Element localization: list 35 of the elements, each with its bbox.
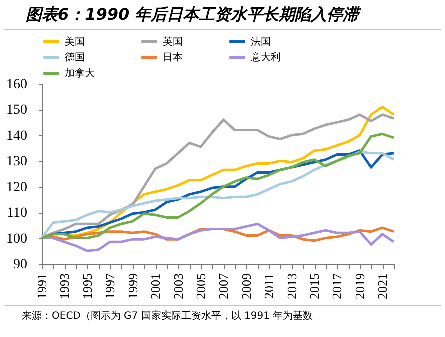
line-series xyxy=(40,222,396,252)
y-tick-label: 150 xyxy=(6,103,28,118)
x-tick-label: 2017 xyxy=(330,273,345,300)
x-tick-label: 1991 xyxy=(34,274,50,300)
x-tick-label: 2013 xyxy=(284,274,300,300)
legend-label: 德国 xyxy=(65,52,85,64)
x-tick-label: 2003 xyxy=(170,274,186,300)
x-tick-label: 2009 xyxy=(238,274,254,300)
x-tick-label: 1993 xyxy=(57,274,72,300)
legend-label: 法国 xyxy=(251,36,271,48)
x-tick-label: 2005 xyxy=(193,274,208,300)
y-tick-label: 140 xyxy=(6,128,28,144)
legend-label: 英国 xyxy=(163,36,183,48)
legend-label: 意大利 xyxy=(250,52,281,64)
y-tick-label: 120 xyxy=(6,180,28,196)
y-tick-label: 130 xyxy=(6,154,28,170)
line-series xyxy=(40,132,396,240)
x-tick-label: 1997 xyxy=(102,273,118,300)
x-tick-label: 2011 xyxy=(262,274,277,300)
chart-title: 图表6：1990 年后日本工资水平长期陷入停滞 xyxy=(4,0,441,30)
x-tick-label: 1995 xyxy=(80,274,95,300)
y-tick-label: 100 xyxy=(6,232,28,247)
x-tick-label: 1999 xyxy=(125,274,140,300)
source-note: 来源：OECD（图示为 G7 国家实际工资水平，以 1991 年为基数 xyxy=(4,305,441,323)
x-tick-label: 2021 xyxy=(375,274,390,300)
legend-label: 加拿大 xyxy=(65,68,95,80)
legend-label: 美国 xyxy=(65,36,85,48)
x-tick-label: 2001 xyxy=(148,274,164,300)
x-tick-label: 2015 xyxy=(307,274,322,300)
y-tick-label: 160 xyxy=(6,78,28,92)
y-tick-label: 90 xyxy=(14,258,28,272)
y-tick-label: 110 xyxy=(7,206,28,222)
x-tick-label: 2007 xyxy=(216,273,232,300)
x-tick-label: 2019 xyxy=(352,274,368,300)
legend-label: 日本 xyxy=(163,52,183,64)
